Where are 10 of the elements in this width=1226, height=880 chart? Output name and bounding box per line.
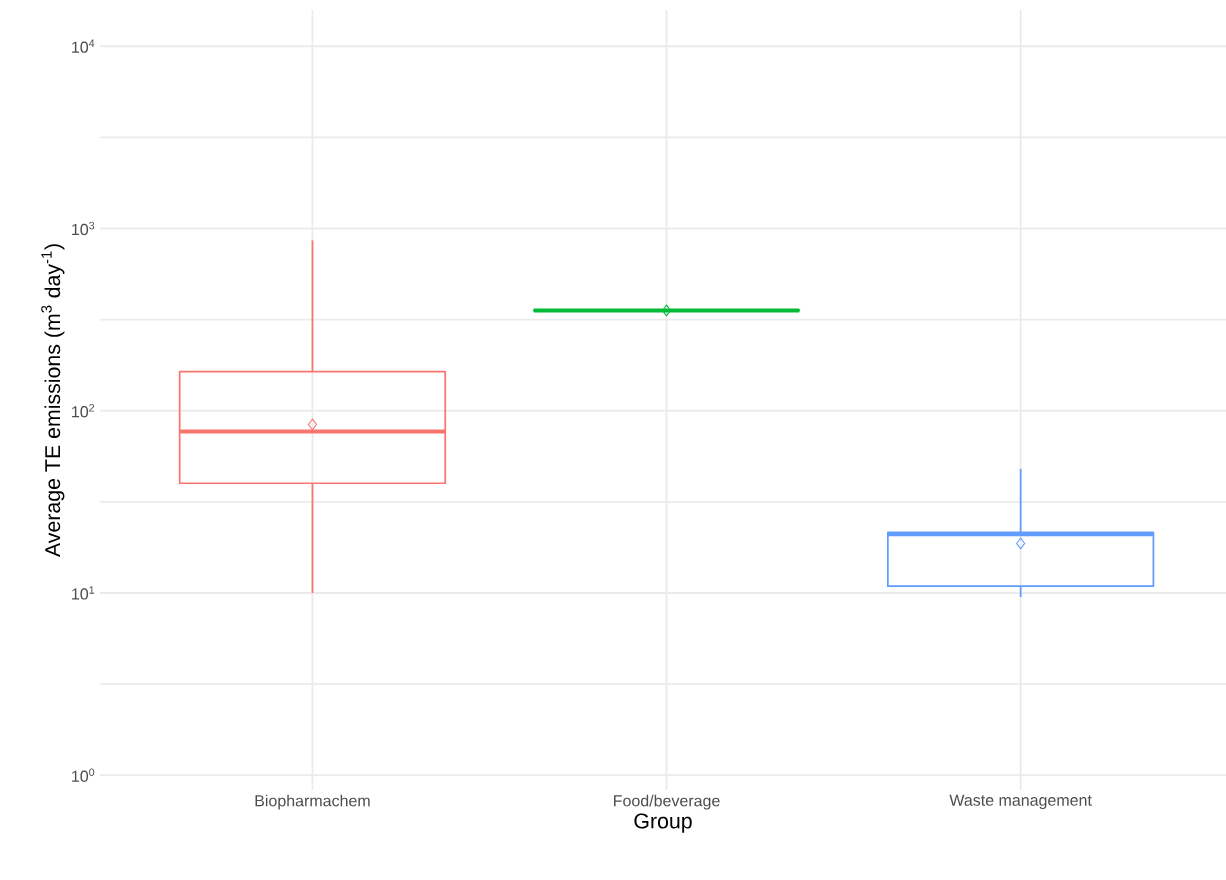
y-axis-title: Average TE emissions (m$^{3}$ day$^{-1}$) (41, 244, 65, 558)
y-tick-label: 10$^{1}$ (72, 586, 95, 600)
y-tick-label: 10$^{3}$ (72, 221, 95, 236)
x-tick-label: Biopharmachem (255, 794, 370, 810)
x-tick-label: Waste management (949, 794, 1092, 810)
y-tick-label: 10$^{4}$ (72, 39, 95, 53)
y-tick-label: 10$^{0}$ (72, 768, 95, 782)
x-tick-label: Food/beverage (614, 794, 720, 810)
y-tick-label: 10$^{2}$ (72, 404, 95, 418)
x-axis-title: Group (634, 813, 692, 833)
